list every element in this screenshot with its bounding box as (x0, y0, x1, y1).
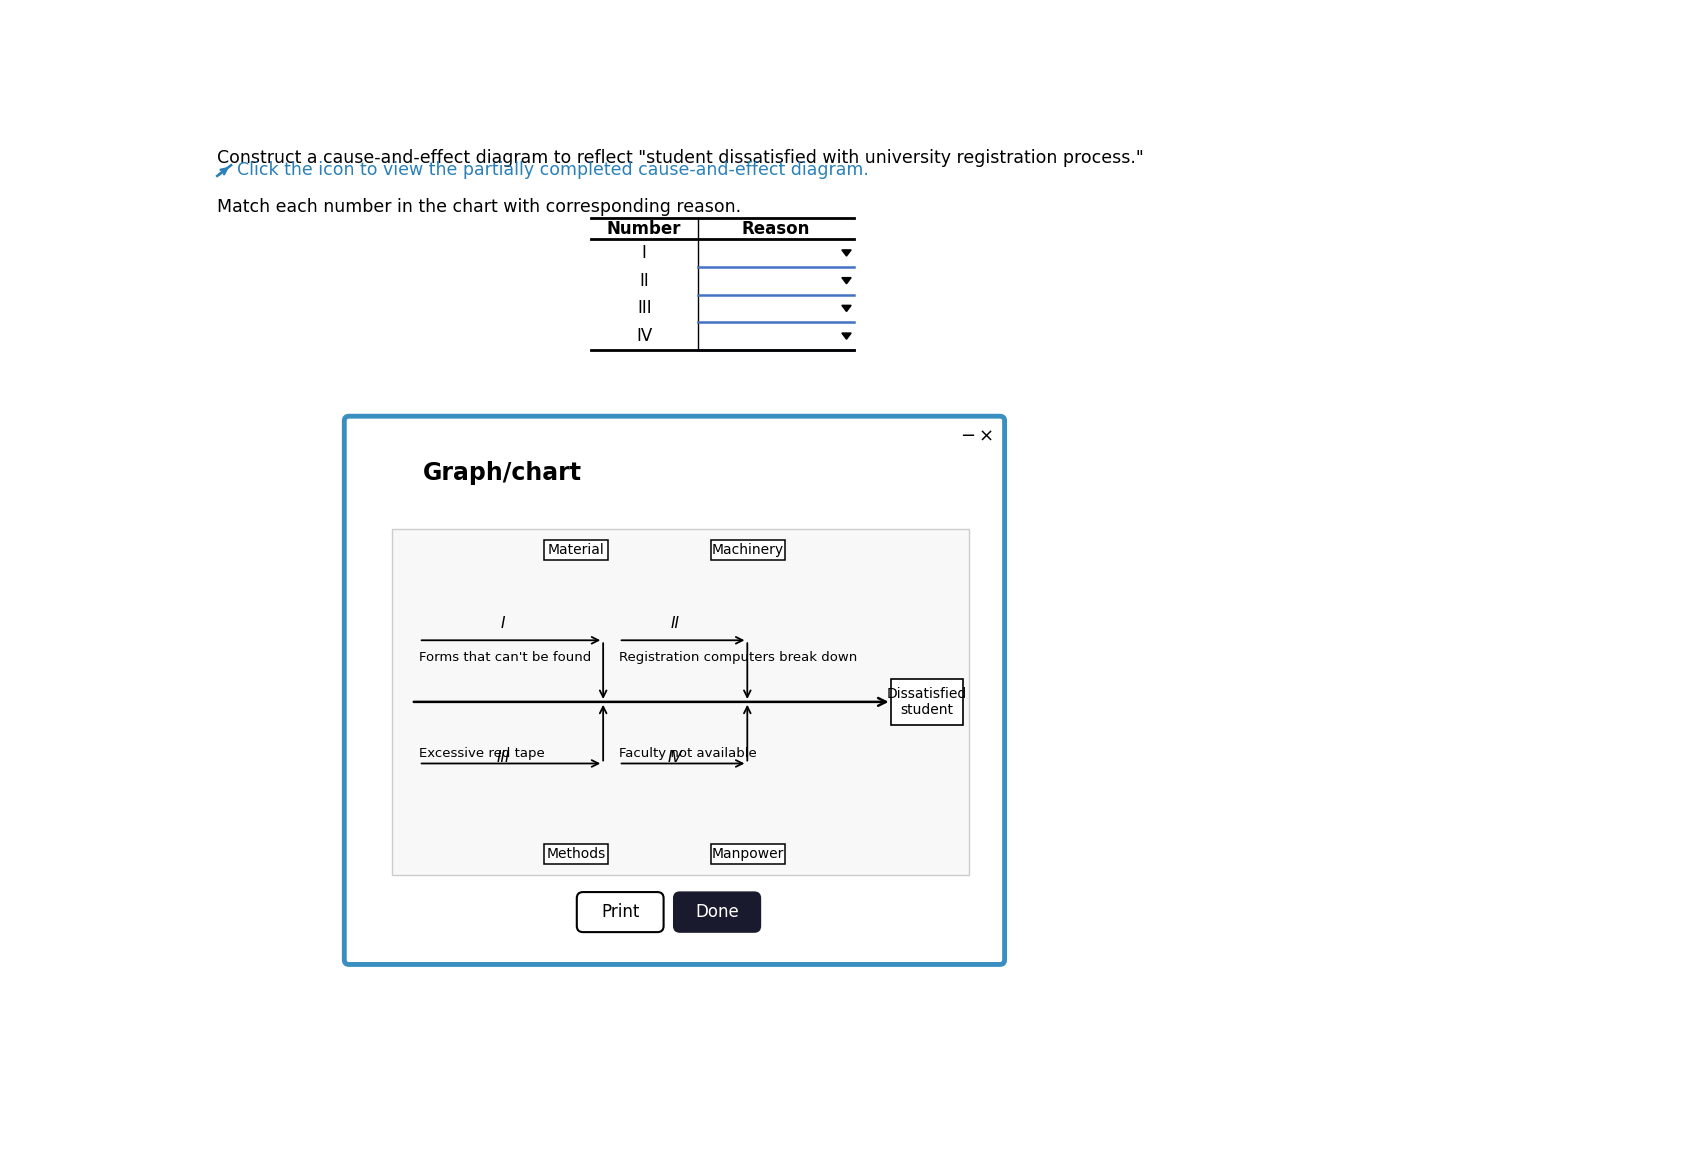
Bar (711, 843, 785, 864)
Polygon shape (842, 305, 851, 311)
Text: Reason: Reason (741, 220, 810, 238)
Bar (544, 843, 608, 864)
Text: III: III (636, 300, 652, 318)
Text: IV: IV (668, 750, 682, 765)
Text: I: I (641, 244, 647, 262)
Text: Faculty not available: Faculty not available (618, 748, 756, 760)
Text: Dissatisfied
student: Dissatisfied student (886, 687, 967, 717)
Bar (392, 529, 969, 876)
Text: II: II (640, 272, 650, 289)
Text: I: I (501, 616, 505, 631)
Text: Machinery: Machinery (712, 544, 785, 558)
Text: Number: Number (608, 220, 682, 238)
Polygon shape (842, 333, 851, 339)
Bar (544, 540, 608, 560)
Text: Forms that can't be found: Forms that can't be found (419, 651, 591, 664)
Text: IV: IV (636, 327, 652, 346)
Text: III: III (496, 750, 510, 765)
Text: Match each number in the chart with corresponding reason.: Match each number in the chart with corr… (218, 197, 741, 215)
Text: Registration computers break down: Registration computers break down (618, 651, 858, 664)
Text: Graph/chart: Graph/chart (422, 461, 582, 485)
FancyBboxPatch shape (674, 892, 761, 932)
Polygon shape (842, 278, 851, 283)
Text: Material: Material (547, 544, 604, 558)
Text: Print: Print (601, 903, 640, 922)
Text: Done: Done (695, 903, 739, 922)
Text: ×: × (979, 427, 994, 445)
Polygon shape (842, 250, 851, 256)
Text: −: − (960, 427, 976, 445)
FancyBboxPatch shape (344, 416, 1004, 964)
Text: Excessive red tape: Excessive red tape (419, 748, 545, 760)
Text: Click the icon to view the partially completed cause-and-effect diagram.: Click the icon to view the partially com… (238, 161, 869, 179)
Text: Construct a cause-and-effect diagram to reflect "student dissatisfied with unive: Construct a cause-and-effect diagram to … (218, 149, 1144, 167)
Text: II: II (670, 616, 680, 631)
Bar (711, 540, 785, 560)
FancyBboxPatch shape (577, 892, 663, 932)
Text: Manpower: Manpower (712, 847, 785, 861)
Text: Methods: Methods (547, 847, 606, 861)
Bar (891, 679, 962, 725)
